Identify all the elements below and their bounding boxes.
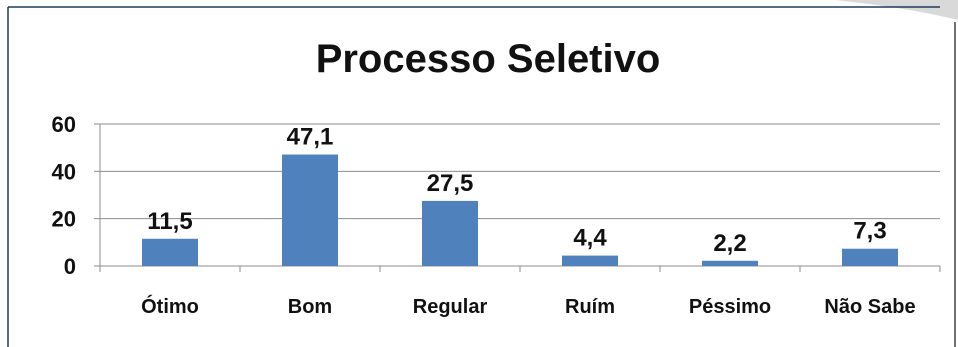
y-tick-labels: 0 20 40 60 <box>52 112 76 279</box>
x-category-label: Ótimo <box>141 294 199 318</box>
x-category-label: Regular <box>413 296 488 318</box>
y-tick-label: 0 <box>64 254 76 279</box>
y-tick-label: 60 <box>52 112 76 137</box>
data-label: 27,5 <box>427 170 474 197</box>
data-label: 4,4 <box>573 225 607 252</box>
axes <box>99 124 941 272</box>
bars <box>142 154 898 266</box>
x-category-label: Ruím <box>565 296 615 318</box>
page-curl-decoration <box>835 0 958 20</box>
data-label: 7,3 <box>853 218 886 245</box>
x-category-label: Péssimo <box>689 296 771 318</box>
x-category-label: Bom <box>288 296 332 318</box>
data-label: 47,1 <box>287 124 334 151</box>
data-label: 11,5 <box>147 208 192 235</box>
data-label: 2,2 <box>713 230 746 257</box>
chart-title: Processo Seletivo <box>316 37 661 81</box>
bar <box>842 248 898 266</box>
bar <box>562 255 618 266</box>
data-labels: 11,5 47,1 27,5 4,4 2,2 7,3 <box>147 124 886 257</box>
y-tick-label: 40 <box>52 159 76 184</box>
bar <box>142 238 198 266</box>
x-category-label: Não Sabe <box>824 296 915 318</box>
y-tick-label: 20 <box>52 207 76 232</box>
x-category-labels: Ótimo Bom Regular Ruím Péssimo Não Sabe <box>141 294 915 318</box>
bar <box>282 154 338 266</box>
bar <box>702 260 758 266</box>
bar <box>422 200 478 266</box>
gridlines <box>94 123 940 267</box>
